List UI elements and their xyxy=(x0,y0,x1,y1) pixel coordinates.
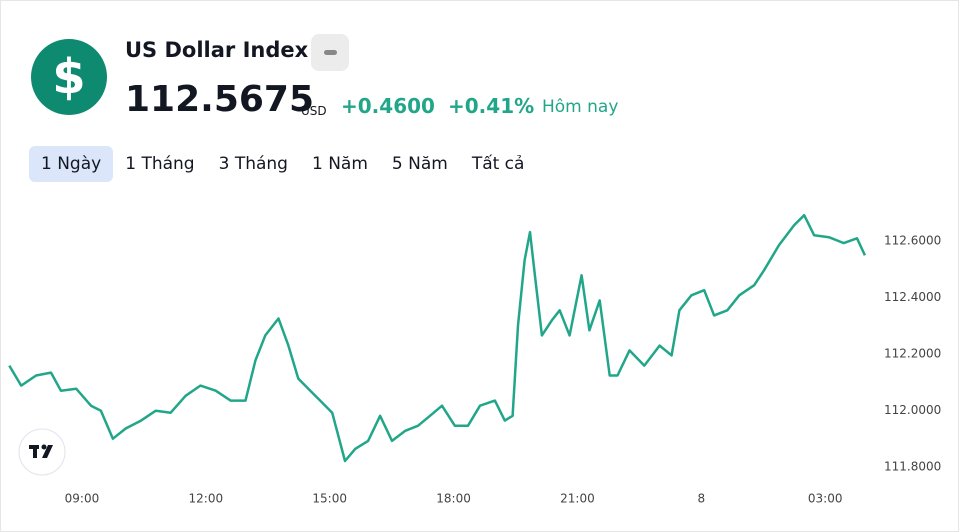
x-tick-label: 21:00 xyxy=(560,492,595,506)
tab[interactable]: 3 Tháng xyxy=(218,154,288,174)
currency: USD xyxy=(301,104,327,118)
title: US Dollar Index xyxy=(125,38,309,62)
y-tick-label: 112.0000 xyxy=(884,403,941,417)
tab[interactable]: Tất cả xyxy=(471,154,525,174)
tab[interactable]: 5 Năm xyxy=(391,154,448,174)
x-tick-label: 12:00 xyxy=(189,492,224,506)
price: 112.5675 xyxy=(125,79,315,120)
x-tick-label: 8 xyxy=(698,492,706,506)
change: +0.4600 xyxy=(341,94,435,118)
x-tick-label: 15:00 xyxy=(312,492,347,506)
tabs: 1 Ngày 1 Tháng 3 Tháng 1 Năm 5 Năm Tất cả xyxy=(29,146,536,182)
x-tick-label: 09:00 xyxy=(65,492,100,506)
change-percent: +0.41% xyxy=(448,94,535,118)
y-tick-label: 112.6000 xyxy=(884,234,941,248)
tab[interactable]: 1 Ngày xyxy=(29,146,114,182)
icon: $ xyxy=(31,39,107,115)
tv-logo xyxy=(18,428,66,476)
badge xyxy=(311,34,349,71)
x-tick-label: 18:00 xyxy=(436,492,471,506)
tab[interactable]: 1 Năm xyxy=(311,154,368,174)
y-tick-label: 111.8000 xyxy=(884,459,941,473)
tab[interactable]: 1 Tháng xyxy=(125,154,195,174)
x-tick-label: 03:00 xyxy=(808,492,843,506)
y-tick-label: 112.2000 xyxy=(884,347,941,361)
period: Hôm nay xyxy=(542,97,619,117)
price-line xyxy=(8,213,867,463)
y-tick-label: 112.4000 xyxy=(884,290,941,304)
